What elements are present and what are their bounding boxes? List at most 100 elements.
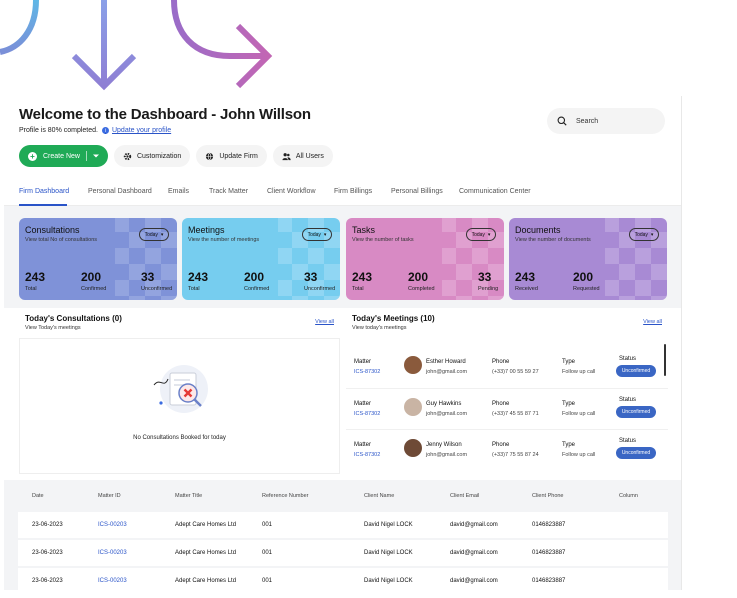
tab-firm-dashboard[interactable]: Firm Dashboard: [19, 188, 70, 195]
column-header[interactable]: Client Name: [364, 493, 395, 499]
avatar: [404, 439, 422, 457]
column-header[interactable]: Date: [32, 493, 44, 499]
period-dropdown[interactable]: Today ▾: [302, 228, 332, 241]
period-dropdown[interactable]: Today ▾: [629, 228, 659, 241]
update-profile-link[interactable]: i Update your profile: [101, 127, 171, 134]
column-header[interactable]: Reference Number: [262, 493, 309, 499]
attendee-email: john@gmail.com: [426, 369, 468, 375]
section-header: Today's Consultations (0) View Today's m…: [19, 308, 340, 338]
update-firm-label: Update Firm: [219, 152, 258, 160]
period-dropdown[interactable]: Today ▾: [466, 228, 496, 241]
meeting-row[interactable]: Matter ICS-87302 Esther Howard john@gmai…: [346, 348, 668, 389]
tab-personal-dashboard[interactable]: Personal Dashboard: [88, 188, 152, 195]
metric-value: 243: [515, 270, 536, 284]
metric-value: 33: [141, 270, 155, 284]
table-row[interactable]: 23-06-2023 ICS-00203 Adept Care Homes Lt…: [18, 568, 668, 590]
status-label: Status: [619, 438, 637, 444]
type-label: Type: [562, 359, 576, 365]
documents-card[interactable]: Documents View the number of documents T…: [509, 218, 667, 300]
table-header: Date Matter ID Matter Title Reference Nu…: [18, 480, 668, 510]
dashboard-panel: Welcome to the Dashboard - John Willson …: [4, 96, 682, 590]
matter-link[interactable]: ICS-87302: [354, 369, 381, 375]
scrollbar[interactable]: [664, 344, 666, 376]
tab-emails[interactable]: Emails: [168, 188, 190, 195]
attendee-name: Jenny Wilson: [426, 442, 462, 448]
meeting-row[interactable]: Matter ICS-87302 Jenny Wilson john@gmail…: [346, 430, 668, 471]
consultations-section: Today's Consultations (0) View Today's m…: [19, 308, 340, 474]
customization-button[interactable]: Customization: [113, 145, 191, 167]
profile-status-text: Profile is 80% completed.: [19, 127, 98, 134]
table-row[interactable]: 23-06-2023 ICS-00203 Adept Care Homes Lt…: [18, 540, 668, 566]
chevron-down-icon[interactable]: [92, 153, 99, 159]
all-users-button[interactable]: All Users: [272, 145, 333, 167]
phone-value: (+33)7 45 55 87 71: [492, 411, 539, 417]
cell-matter-id[interactable]: ICS-00203: [98, 578, 127, 584]
cell-client-name: David Nigel LOCK: [364, 578, 413, 584]
tasks-card[interactable]: Tasks View the number of tasks Today ▾ 24…: [346, 218, 504, 300]
column-header[interactable]: Matter ID: [98, 493, 121, 499]
cell-client-email: david@gmail.com: [450, 578, 498, 584]
create-new-button[interactable]: + Create New: [19, 145, 108, 167]
card-pattern: [442, 218, 504, 300]
view-all-link[interactable]: View all: [643, 319, 662, 325]
metric-label: Total: [25, 286, 37, 292]
cell-client-name: David Nigel LOCK: [364, 522, 413, 528]
cell-matter-id[interactable]: ICS-00203: [98, 522, 127, 528]
cell-client-name: David Nigel LOCK: [364, 550, 413, 556]
cell-reference: 001: [262, 522, 273, 528]
empty-document-icon: [153, 365, 208, 413]
avatar: [404, 356, 422, 374]
cell-client-phone: 0146823887: [532, 522, 566, 528]
update-firm-button[interactable]: Update Firm: [196, 145, 267, 167]
search-input[interactable]: Search: [547, 108, 665, 134]
tab-firm-billings[interactable]: Firm Billings: [334, 188, 373, 195]
status-label: Status: [619, 356, 637, 362]
cell-reference: 001: [262, 578, 273, 584]
profile-status: Profile is 80% completed. i Update your …: [19, 127, 171, 134]
metric-value: 200: [81, 270, 102, 284]
column-header[interactable]: Matter Title: [175, 493, 203, 499]
column-header[interactable]: Client Phone: [532, 493, 564, 499]
attendee-email: john@gmail.com: [426, 411, 468, 417]
column-header[interactable]: Column: [619, 493, 638, 499]
view-all-link[interactable]: View all: [315, 319, 334, 325]
section-subtitle: View today's meetings: [352, 325, 407, 331]
phone-value: (+33)7 75 55 87 24: [492, 452, 539, 458]
create-new-label: Create New: [43, 152, 80, 160]
consultations-card[interactable]: Consultations View total No of consultat…: [19, 218, 177, 300]
card-title: Documents: [515, 225, 561, 235]
metric-value: 33: [304, 270, 318, 284]
search-icon: [557, 116, 567, 126]
tab-communication-center[interactable]: Communication Center: [459, 188, 531, 195]
cell-matter-id[interactable]: ICS-00203: [98, 550, 127, 556]
type-label: Type: [562, 442, 576, 448]
matters-table: Date Matter ID Matter Title Reference Nu…: [4, 480, 681, 590]
globe-icon: [206, 152, 214, 160]
metric-value: 33: [478, 270, 492, 284]
tab-personal-billings[interactable]: Personal Billings: [391, 188, 443, 195]
type-label: Type: [562, 401, 576, 407]
period-dropdown[interactable]: Today ▾: [139, 228, 169, 241]
period-dropdown-label: Today: [144, 231, 158, 238]
phone-label: Phone: [492, 359, 510, 365]
tab-track-matter[interactable]: Track Matter: [209, 188, 249, 195]
metric-label: Total: [352, 286, 364, 292]
caret-down-icon: ▾: [160, 231, 164, 238]
table-row[interactable]: 23-06-2023 ICS-00203 Adept Care Homes Lt…: [18, 512, 668, 538]
matter-link[interactable]: ICS-87302: [354, 452, 381, 458]
cell-client-email: david@gmail.com: [450, 522, 498, 528]
section-title: Today's Meetings (10): [352, 314, 435, 323]
meetings-section: Today's Meetings (10) View today's meeti…: [346, 308, 668, 474]
column-header[interactable]: Client Email: [450, 493, 480, 499]
matter-link[interactable]: ICS-87302: [354, 411, 381, 417]
meeting-row[interactable]: Matter ICS-87302 Guy Hawkins john@gmail.…: [346, 389, 668, 430]
card-title: Tasks: [352, 225, 376, 235]
empty-state-text: No Consultations Booked for today: [133, 435, 226, 441]
meetings-list[interactable]: Matter ICS-87302 Esther Howard john@gmai…: [346, 338, 668, 474]
caret-down-icon: ▾: [487, 231, 491, 238]
card-subtitle: View total No of consultations: [25, 237, 98, 243]
meetings-card[interactable]: Meetings View the number of meetings Tod…: [182, 218, 340, 300]
tab-client-workflow[interactable]: Client Workflow: [267, 188, 316, 195]
phone-value: (+33)7 00 55 59 27: [492, 369, 539, 375]
period-dropdown-label: Today: [307, 231, 321, 238]
